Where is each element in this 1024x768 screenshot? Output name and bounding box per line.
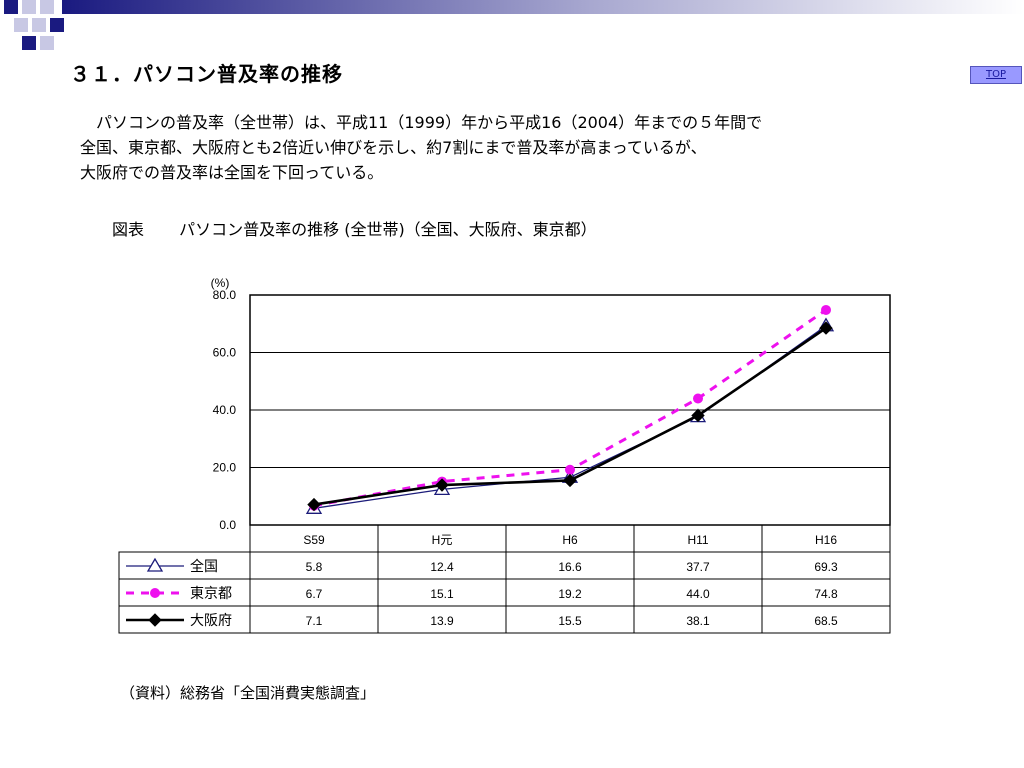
top-link[interactable]: TOP [970,66,1022,84]
x-tick-label: H11 [687,533,708,547]
y-tick-label: 40.0 [213,403,237,417]
data-label-tokyo: 19.2 [558,587,582,601]
figure-label: 図表 [112,220,145,239]
data-label-osaka: 68.5 [814,614,838,628]
data-table-frame [118,551,891,634]
data-label-tokyo: 44.0 [686,587,710,601]
data-label-tokyo: 74.8 [814,587,838,601]
x-tick-label: S59 [303,533,325,547]
page-title: ３１．パソコン普及率の推移 [70,62,343,86]
data-label-tokyo: 6.7 [306,587,323,601]
description-line-3: 大阪府での普及率は全国を下回っている。 [80,163,384,182]
legend-label-national: 全国 [190,558,218,574]
data-point-osaka [435,478,449,492]
data-label-national: 69.3 [814,560,838,574]
data-label-national: 37.7 [686,560,710,574]
data-point-tokyo [693,393,703,404]
legend-label-tokyo: 東京都 [190,585,232,601]
plot-area [249,294,891,526]
description-line-1: パソコンの普及率（全世帯）は、平成11（1999）年から平成16（2004）年ま… [96,113,763,132]
x-tick-label: H16 [815,533,837,547]
data-label-national: 12.4 [430,560,454,574]
x-tick-label: H6 [562,533,578,547]
legend-marker-tokyo [150,588,160,598]
figure-caption: 図表 パソコン普及率の推移 (全世帯)（全国、大阪府、東京都） [112,216,872,240]
data-label-osaka: 13.9 [430,614,454,628]
figure-title: パソコン普及率の推移 (全世帯)（全国、大阪府、東京都） [179,220,597,239]
data-label-national: 5.8 [306,560,323,574]
y-unit-label: (%) [211,276,230,290]
legend-label-osaka: 大阪府 [190,612,232,628]
data-label-tokyo: 15.1 [430,587,454,601]
data-point-osaka [563,473,577,488]
description-text: パソコンの普及率（全世帯）は、平成11（1999）年から平成16（2004）年ま… [80,110,920,185]
data-label-osaka: 38.1 [686,614,710,628]
description-line-2: 全国、東京都、大阪府とも2倍近い伸びを示し、約7割にまで普及率が高まっているが、 [80,138,707,157]
source-note: （資料）総務省「全国消費実態調査」 [120,684,376,702]
data-point-tokyo [821,304,831,315]
x-tick-label: H元 [432,533,453,547]
legend-marker-osaka [148,613,162,627]
data-label-national: 16.6 [558,560,582,574]
data-point-osaka [307,497,321,512]
data-point-osaka [819,321,833,335]
data-point-osaka [691,408,705,423]
y-tick-label: 0.0 [219,518,236,532]
data-label-osaka: 7.1 [306,614,323,628]
y-tick-label: 60.0 [213,346,237,360]
legend-marker-national [146,557,164,572]
header-decoration [4,0,1024,50]
data-label-osaka: 15.5 [558,614,582,628]
data-point-tokyo [565,464,575,475]
y-tick-label: 80.0 [213,288,237,302]
y-tick-label: 20.0 [213,461,237,475]
